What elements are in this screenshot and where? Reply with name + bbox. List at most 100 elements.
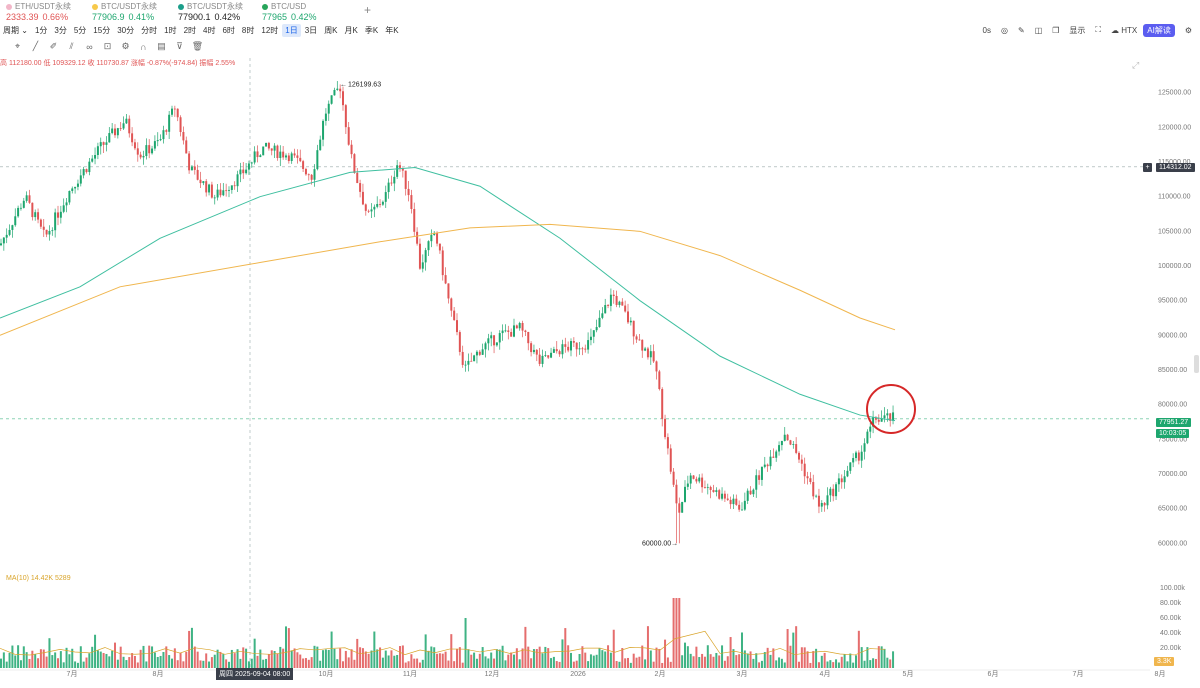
volume-bar	[373, 631, 376, 668]
interval-option[interactable]: 2时	[183, 25, 197, 35]
candle	[208, 184, 211, 193]
interval-option[interactable]: 8时	[241, 25, 255, 35]
interval-option[interactable]: 季K	[364, 25, 379, 35]
ticker-tab[interactable]: BTC/USDT永续 77900.1 0.42%	[178, 2, 243, 22]
magnet-icon[interactable]: ∩	[140, 41, 147, 52]
template-icon[interactable]: ▤	[157, 41, 166, 51]
volume-bar	[304, 658, 307, 668]
settings-icon[interactable]: ⚙	[1184, 25, 1192, 35]
interval-option[interactable]: 3分	[54, 25, 67, 35]
fullscreen-icon[interactable]: ⛶	[1095, 25, 1102, 34]
interval-option[interactable]: 12时	[261, 25, 279, 35]
ai-analysis-button[interactable]: AI解读	[1143, 23, 1175, 37]
countdown-label: 10:03:05	[1156, 429, 1190, 438]
cursor-icon[interactable]: ⌖	[14, 41, 21, 51]
gear-icon[interactable]: ⚙	[121, 41, 130, 51]
candle	[379, 204, 382, 205]
candle	[17, 207, 20, 217]
filter-icon[interactable]: ⊽	[176, 41, 183, 51]
trash-icon[interactable]: 🗑	[191, 41, 204, 51]
add-alert-icon[interactable]: +	[1143, 163, 1152, 172]
layout-icon[interactable]: ◫	[1034, 25, 1043, 35]
volume-bar	[114, 642, 116, 668]
compare-icon[interactable]: ∞	[86, 41, 93, 52]
time-axis-label: 8月	[1155, 670, 1166, 678]
interval-option[interactable]: 3日	[304, 25, 318, 35]
pen-icon[interactable]: ✐	[49, 41, 58, 51]
volume-bar	[564, 628, 567, 668]
candle	[487, 338, 490, 344]
exchange-button[interactable]: ☁ HTX	[1111, 25, 1138, 35]
volume-bar	[752, 658, 755, 668]
candle	[356, 172, 359, 184]
interval-option[interactable]: 1日	[282, 23, 301, 37]
volume-bar	[735, 655, 738, 668]
interval-option[interactable]: 1分	[34, 25, 48, 35]
ticker-name-text: BTC/USDT永续	[187, 2, 243, 11]
channel-icon[interactable]: ⫽	[69, 41, 74, 51]
volume-bar	[493, 658, 496, 668]
volume-bar	[65, 647, 68, 668]
candle	[561, 344, 564, 355]
volume-bar	[763, 652, 766, 668]
volume-bar	[0, 658, 2, 668]
candle	[193, 166, 196, 170]
interval-option[interactable]: 1时	[164, 25, 177, 35]
add-tab-button[interactable]: +	[364, 3, 372, 17]
candle	[151, 148, 154, 154]
volume-bar	[25, 652, 28, 668]
volume-bar	[159, 655, 162, 668]
candle	[79, 175, 82, 184]
ticker-name: BTC/USDT永续	[92, 2, 157, 12]
candle	[732, 498, 735, 505]
interval-option[interactable]: 4时	[203, 25, 216, 35]
ticker-tab[interactable]: ETH/USDT永续 2333.39 0.66%	[6, 2, 71, 22]
candle	[396, 165, 399, 177]
interval-option[interactable]: 周期 ⌄	[3, 25, 28, 35]
lock-icon[interactable]: ⊡	[103, 41, 112, 51]
interval-option[interactable]: 年K	[385, 25, 399, 35]
scroll-handle[interactable]	[1194, 355, 1199, 373]
camera-icon[interactable]: ◎	[1001, 25, 1008, 35]
volume-bar	[151, 646, 154, 668]
candle	[712, 490, 715, 493]
volume-bar	[487, 658, 490, 668]
trendline-icon[interactable]: ╱	[32, 41, 39, 51]
interval-option[interactable]: 月K	[344, 25, 358, 35]
candle	[735, 498, 738, 505]
candle	[835, 484, 838, 497]
copy-icon[interactable]: ❐	[1052, 25, 1060, 35]
volume-bar	[741, 632, 743, 668]
candle	[57, 212, 59, 218]
volume-bar	[239, 658, 242, 668]
expand-icon[interactable]: ⤢	[1132, 60, 1140, 70]
candle	[889, 413, 892, 421]
interval-option[interactable]: 6时	[222, 25, 235, 35]
edit-icon[interactable]: ✎	[1017, 25, 1025, 35]
volume-bar	[367, 653, 370, 668]
volume-bar	[527, 646, 530, 668]
interval-option[interactable]: 5分	[73, 25, 87, 35]
candle	[769, 456, 772, 467]
interval-option[interactable]: 分时	[141, 25, 158, 35]
candle	[131, 133, 134, 143]
volume-bar	[99, 651, 102, 668]
candle	[524, 330, 527, 332]
candle	[373, 206, 376, 210]
volume-bar	[749, 651, 752, 668]
interval-option[interactable]: 15分	[93, 25, 111, 35]
candle	[399, 165, 401, 168]
volume-bar	[615, 661, 618, 668]
high-price-marker: 126199.63	[348, 81, 381, 88]
volume-bar	[136, 662, 139, 668]
time-axis-label: 5月	[903, 670, 914, 678]
candle	[165, 130, 168, 132]
interval-option[interactable]: 周K	[324, 25, 338, 35]
display-button[interactable]: 显示	[1069, 25, 1086, 35]
interval-option[interactable]: 30分	[117, 25, 135, 35]
ticker-tab[interactable]: BTC/USD 77965 0.42%	[262, 2, 317, 22]
volume-bar	[832, 662, 835, 668]
price-axis-label: 115000.00	[1158, 159, 1191, 166]
ticker-tab[interactable]: BTC/USDT永续 77906.9 0.41%	[92, 2, 157, 22]
